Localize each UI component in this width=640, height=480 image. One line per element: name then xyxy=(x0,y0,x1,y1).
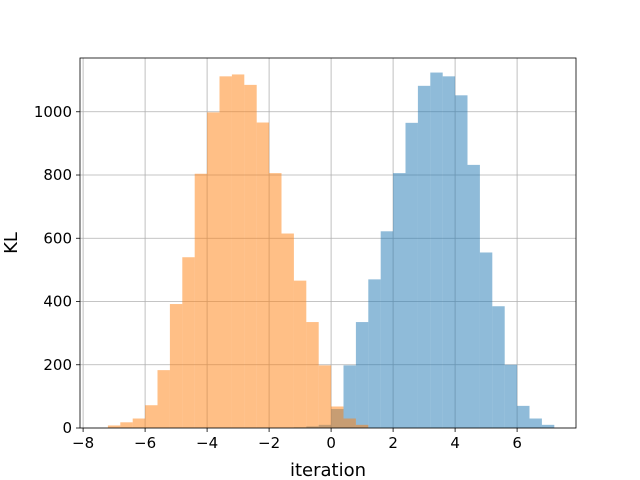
histogram-bar xyxy=(182,257,195,428)
histogram-bar xyxy=(219,76,232,428)
y-tick-label: 400 xyxy=(43,293,72,311)
histogram-bar xyxy=(132,418,146,428)
histogram-bar xyxy=(120,422,133,428)
x-axis-ticks: −8 −6 −4 −2 0 2 4 6 xyxy=(72,428,522,452)
histogram-bar xyxy=(393,173,406,428)
histogram-bar xyxy=(343,365,356,428)
plot-frame xyxy=(79,57,577,429)
x-tick-label: −4 xyxy=(196,434,218,452)
x-tick-label: 6 xyxy=(512,434,522,452)
histogram-bar xyxy=(343,418,356,428)
y-axis-label: KL xyxy=(1,232,22,254)
histogram-bar xyxy=(529,418,542,428)
histogram-bar xyxy=(517,405,530,428)
y-tick-label: 800 xyxy=(43,166,72,184)
histogram-bar xyxy=(269,173,282,428)
histogram-bar xyxy=(231,74,245,428)
x-tick-label: −2 xyxy=(258,434,280,452)
histogram-bar xyxy=(368,279,381,428)
histogram-bar xyxy=(479,252,493,428)
histogram-bar xyxy=(107,425,121,428)
histogram-bar xyxy=(355,322,369,428)
histogram-bar xyxy=(256,122,270,428)
y-tick-label: 600 xyxy=(43,229,72,247)
histogram-bar xyxy=(331,406,344,428)
histogram-bar xyxy=(430,72,443,429)
x-tick-label: 2 xyxy=(388,434,398,452)
x-tick-label: −8 xyxy=(72,434,94,452)
x-axis-label: iteration xyxy=(290,460,366,480)
histogram-bar xyxy=(306,322,319,428)
histogram-bar xyxy=(145,405,158,428)
series-0-bars xyxy=(293,72,555,429)
y-tick-label: 0 xyxy=(62,419,72,437)
histogram-bar xyxy=(355,424,369,428)
histogram-bar xyxy=(492,306,505,428)
series-1-bars xyxy=(107,74,369,429)
histogram-bar xyxy=(281,233,294,428)
histogram-bar xyxy=(244,84,257,428)
histogram-bar xyxy=(541,424,555,428)
histogram-bar xyxy=(207,112,220,429)
histogram-bar xyxy=(442,76,456,428)
histogram-bar xyxy=(157,370,170,428)
x-tick-label: −6 xyxy=(134,434,156,452)
histogram-bars xyxy=(107,72,555,429)
y-axis-ticks: 0 200 400 600 800 1000 xyxy=(34,103,80,437)
histogram-bar xyxy=(318,365,332,428)
histogram-bar xyxy=(293,280,307,428)
histogram-bar xyxy=(380,231,394,428)
histogram-bar xyxy=(467,164,480,428)
histogram-bar xyxy=(455,95,468,429)
histogram-bar xyxy=(194,173,208,428)
x-tick-label: 0 xyxy=(326,434,336,452)
x-tick-label: 4 xyxy=(450,434,460,452)
y-tick-label: 1000 xyxy=(34,103,72,121)
histogram-bar xyxy=(169,304,183,428)
y-tick-label: 200 xyxy=(43,356,72,374)
histogram-bar xyxy=(405,122,418,428)
histogram-bar xyxy=(504,364,518,428)
histogram-bar xyxy=(417,85,431,428)
